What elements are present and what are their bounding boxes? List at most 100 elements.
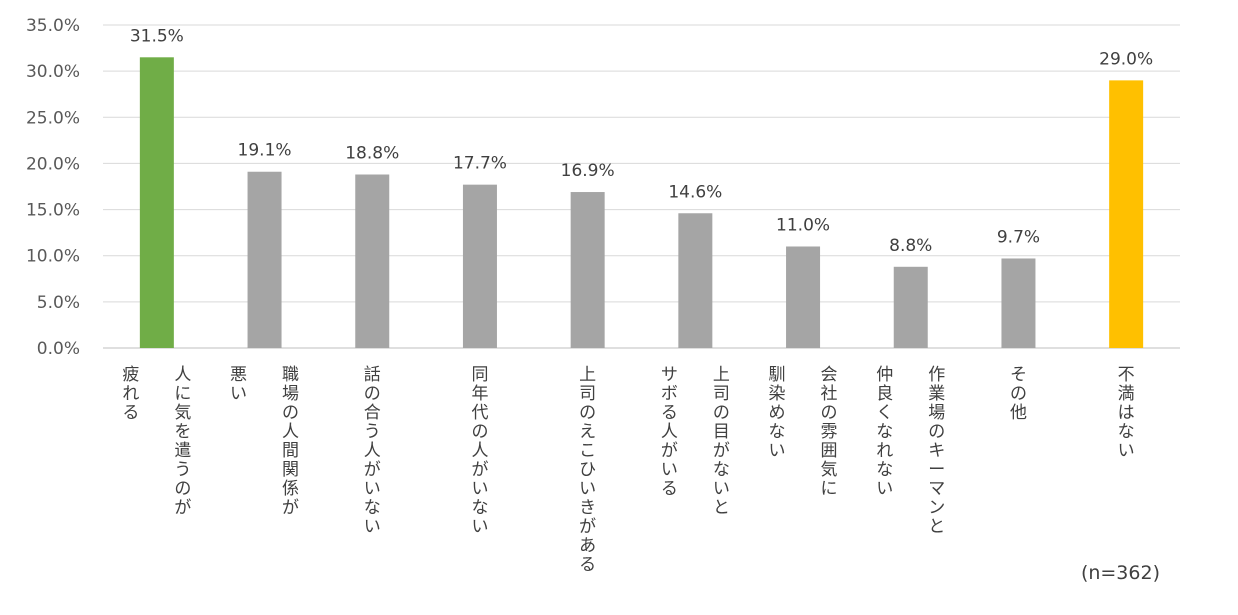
bar <box>139 57 174 349</box>
category-label-char: サ <box>661 365 678 385</box>
category-label-char: と <box>713 498 730 518</box>
category-label-char: な <box>876 460 893 480</box>
category-label-char: い <box>230 384 247 404</box>
y-tick-label: 0.0% <box>37 339 80 359</box>
category-label-char: な <box>713 460 730 480</box>
category-label-char: る <box>579 555 596 575</box>
category-label-char: の <box>821 403 838 423</box>
category-label-char: 気 <box>174 403 191 423</box>
category-label-char: 人 <box>364 441 381 461</box>
category-label-char: 業 <box>928 384 945 404</box>
bar <box>1001 258 1036 348</box>
category-label-char: が <box>174 498 191 518</box>
category-label-char: る <box>661 479 678 499</box>
category-label-char: に <box>174 384 191 404</box>
category-label-char: い <box>471 479 488 499</box>
category-label-char: ン <box>928 498 945 518</box>
y-tick-label: 30.0% <box>26 62 80 82</box>
category-label-char: を <box>174 422 191 442</box>
category-label-char: の <box>1010 384 1027 404</box>
y-tick-label: 20.0% <box>26 154 80 174</box>
category-label-char: 間 <box>282 441 299 461</box>
data-label: 31.5% <box>130 26 184 46</box>
category-label-char: い <box>364 479 381 499</box>
category-label-char: 囲 <box>821 441 838 461</box>
category-label-char: 遣 <box>174 441 191 461</box>
category-label-char: が <box>713 441 730 461</box>
data-label: 11.0% <box>776 215 830 235</box>
bar <box>247 171 282 348</box>
category-label-char: い <box>1118 441 1135 461</box>
category-label-char: え <box>579 422 596 442</box>
bar <box>893 266 928 348</box>
category-label: その他 <box>1010 365 1027 423</box>
category-label-char: な <box>364 498 381 518</box>
category-label-char: 年 <box>471 384 488 404</box>
category-label-char: 気 <box>821 460 838 480</box>
category-label-char: の <box>713 403 730 423</box>
category-label-char: る <box>661 403 678 423</box>
category-label-char: ー <box>928 460 945 480</box>
category-label-char: な <box>876 422 893 442</box>
category-label-char: 満 <box>1118 384 1135 404</box>
category-label-char: 代 <box>471 403 488 423</box>
category-label-char: の <box>471 422 488 442</box>
category-label-char: は <box>1118 403 1135 423</box>
category-label-char: 社 <box>821 384 838 404</box>
category-label-char: 係 <box>282 479 299 499</box>
category-label-char: 人 <box>282 422 299 442</box>
category-label-char: が <box>471 460 488 480</box>
category-label-char: が <box>661 441 678 461</box>
bars <box>139 57 1144 349</box>
category-label-char: 司 <box>579 384 596 404</box>
category-label-char: 司 <box>713 384 730 404</box>
category-label-char: 関 <box>282 460 299 480</box>
category-label-char: い <box>579 479 596 499</box>
category-label-char: い <box>661 460 678 480</box>
category-label-char: マ <box>928 479 945 499</box>
category-label-char: い <box>471 517 488 537</box>
data-label: 16.9% <box>561 161 615 181</box>
category-label-char: 場 <box>282 384 299 404</box>
bar <box>678 213 713 348</box>
category-label-char: う <box>364 422 381 442</box>
category-label-char: に <box>821 479 838 499</box>
y-tick-label: 35.0% <box>26 16 80 36</box>
category-label-char: の <box>928 422 945 442</box>
category-label-char: 馴 <box>769 365 786 385</box>
y-tick-label: 25.0% <box>26 108 80 128</box>
category-label-char: る <box>122 403 139 423</box>
category-label-char: き <box>579 498 596 518</box>
category-label-char: と <box>928 517 945 537</box>
category-label-char: ひ <box>579 460 596 480</box>
category-label-char: 上 <box>579 365 596 385</box>
category-label-char: 会 <box>821 365 838 385</box>
y-axis-ticks: 0.0% 5.0% 10.0% 15.0% 20.0% 25.0% 30.0% 35.0% <box>26 16 80 359</box>
category-label-char: 不 <box>1118 365 1135 385</box>
data-labels: 31.5% 19.1% 18.8% 17.7% 16.9% 14.6% 11.0% 8.8% 9… <box>130 26 1153 255</box>
category-label-char: 作 <box>928 365 945 385</box>
data-label: 29.0% <box>1099 49 1153 69</box>
category-label-char: 上 <box>713 365 730 385</box>
data-label: 17.7% <box>453 154 507 174</box>
category-label-char: が <box>364 460 381 480</box>
category-label-char: 話 <box>364 365 381 385</box>
bar <box>462 184 497 348</box>
category-label-char: こ <box>579 441 596 461</box>
y-tick-label: 15.0% <box>26 201 80 221</box>
y-tick-label: 10.0% <box>26 247 80 267</box>
bar <box>355 174 390 348</box>
bar <box>1109 80 1144 348</box>
category-label-char: 他 <box>1010 403 1027 423</box>
category-label-char: れ <box>122 384 139 404</box>
category-label-char: な <box>769 422 786 442</box>
category-label-char: め <box>769 403 786 423</box>
category-label-char: い <box>364 517 381 537</box>
category-label-char: の <box>282 403 299 423</box>
